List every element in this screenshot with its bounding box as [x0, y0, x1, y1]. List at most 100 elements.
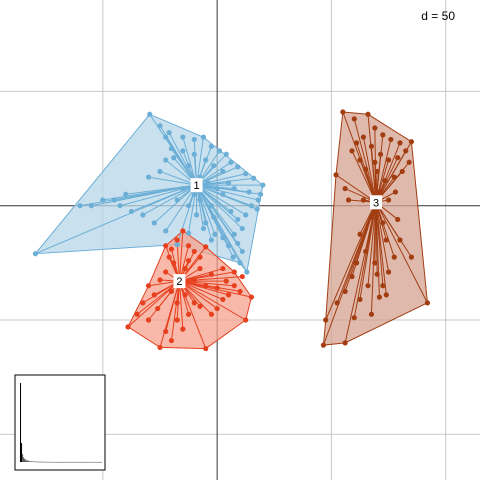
- cluster-3-point: [323, 317, 329, 323]
- cluster-3-point: [391, 254, 397, 260]
- inset-bar: [87, 461, 89, 463]
- cluster-3-point: [351, 315, 357, 321]
- cluster-3-point: [334, 300, 340, 306]
- cluster-1-point: [208, 143, 215, 149]
- cluster-1-point: [220, 191, 226, 197]
- cluster-2-point: [171, 260, 177, 266]
- cluster-2-point: [225, 292, 232, 298]
- cluster-1-spoke: [165, 136, 197, 186]
- cluster-3-point: [376, 189, 383, 195]
- cluster-3-point: [374, 271, 380, 277]
- cluster-3-point: [345, 197, 352, 203]
- cluster-1-point: [32, 251, 39, 257]
- cluster-2-point: [214, 285, 220, 291]
- inset-bar: [55, 461, 57, 463]
- cluster-3-spoke: [375, 202, 390, 273]
- inset-bar: [34, 461, 36, 463]
- cluster-3-point: [320, 342, 327, 348]
- cluster-1-spoke: [196, 185, 204, 229]
- cluster-1-point: [235, 164, 241, 170]
- cluster-1-point: [197, 197, 203, 203]
- cluster-3-point: [380, 132, 386, 138]
- inset-bar: [24, 458, 26, 462]
- cluster-3-spoke: [367, 202, 377, 286]
- cluster-2-point: [208, 271, 215, 277]
- inset-bar: [76, 461, 78, 463]
- cluster-2-point: [220, 296, 226, 303]
- cluster-3-point: [385, 269, 392, 275]
- cluster-2-point: [174, 237, 180, 243]
- cluster-1-point: [180, 185, 186, 192]
- cluster-3-point: [406, 159, 412, 165]
- cluster-1-point: [260, 182, 266, 188]
- cluster-1-point: [223, 151, 229, 157]
- cluster-3-spoke: [374, 202, 377, 263]
- cluster-2-point: [180, 326, 186, 332]
- cluster-3-point: [363, 166, 369, 172]
- cluster-1-point: [200, 225, 207, 232]
- cluster-3-point: [380, 283, 386, 289]
- cluster-1-point: [193, 212, 200, 218]
- cluster-1-point: [163, 134, 169, 140]
- cluster-1-point: [243, 171, 249, 177]
- cluster-3-point: [360, 197, 367, 203]
- cluster-1-spoke: [148, 176, 197, 186]
- cluster-2-point: [140, 300, 146, 306]
- cluster-2-spoke: [165, 281, 180, 332]
- cluster-1-point: [243, 212, 249, 218]
- cluster-3-point: [357, 231, 363, 237]
- cluster-3-point: [380, 220, 386, 226]
- cluster-1-point: [211, 163, 217, 169]
- inset-bar: [56, 461, 58, 463]
- cluster-1-point: [228, 208, 234, 215]
- inset-bar: [22, 454, 24, 462]
- cluster-1-point: [251, 175, 257, 181]
- inset-bar: [33, 461, 35, 463]
- inset-bar: [23, 457, 25, 462]
- grid-scale-label: d = 50: [421, 9, 455, 23]
- cluster-3-point: [360, 134, 367, 140]
- cluster-1-point: [244, 269, 250, 275]
- cluster-2-point: [166, 254, 172, 260]
- cluster-1-point: [235, 216, 241, 223]
- cluster-1-point: [212, 231, 218, 237]
- inset-bar: [63, 461, 65, 463]
- cluster-3-point: [403, 148, 409, 154]
- inset-bar: [68, 461, 70, 463]
- cluster-1-point: [166, 129, 172, 136]
- cluster-1-spoke: [142, 184, 197, 216]
- cluster-1-point: [185, 163, 192, 169]
- cluster-3-spoke: [375, 202, 387, 295]
- cluster-2-point: [208, 311, 215, 317]
- cluster-2-point: [191, 277, 197, 283]
- inset-bar: [98, 461, 100, 463]
- cluster-3-point: [349, 148, 355, 154]
- cluster-3-point: [392, 189, 399, 195]
- cluster-2-point: [239, 273, 245, 280]
- cluster-1-point: [147, 111, 153, 117]
- inset-bar: [40, 461, 42, 463]
- cluster-1-point: [254, 206, 260, 212]
- cluster-2-point: [231, 269, 237, 275]
- cluster-1-point: [228, 159, 234, 165]
- cluster-2-point: [163, 243, 169, 249]
- inset-bar: [72, 461, 74, 463]
- inset-bar: [32, 461, 34, 462]
- cluster-1-point: [239, 225, 245, 232]
- cluster-2-point: [248, 294, 255, 300]
- cluster-1-point: [185, 230, 192, 236]
- inset-bar: [85, 461, 87, 463]
- cluster-1-point: [200, 134, 207, 140]
- cluster-1-point: [211, 214, 217, 220]
- inset-bar: [75, 461, 77, 463]
- cluster-1-point: [216, 148, 223, 154]
- cluster-label-text: 2: [176, 276, 182, 288]
- inset-bar: [64, 461, 66, 463]
- cluster-3-point: [368, 143, 375, 149]
- cluster-2-spoke: [179, 268, 223, 282]
- cluster-2-point: [151, 292, 157, 298]
- cluster-1-spoke: [165, 184, 197, 232]
- inset-bar: [65, 461, 67, 463]
- inset-bar: [44, 461, 46, 463]
